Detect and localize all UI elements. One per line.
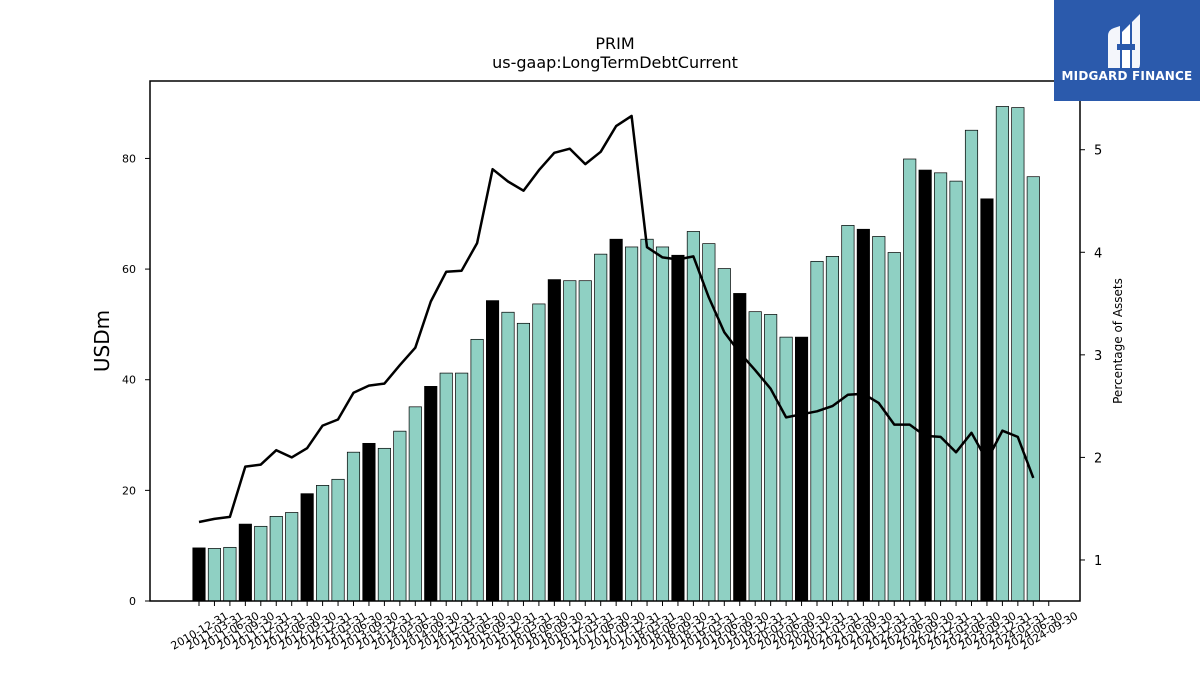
bar (1026, 176, 1040, 602)
y-tick-label: 0 (129, 595, 136, 608)
bar (841, 225, 855, 602)
bar (594, 253, 608, 602)
bar (547, 279, 561, 602)
y2-tick-label: 2 (1094, 451, 1102, 466)
pct-assets-line (198, 114, 1035, 524)
bar (995, 106, 1009, 602)
bar (733, 293, 747, 602)
bar (300, 493, 314, 602)
bar (779, 336, 793, 602)
bar (794, 336, 809, 602)
bar (934, 172, 948, 602)
bar (563, 280, 577, 602)
bar (856, 228, 870, 602)
bar (501, 311, 515, 602)
bar (377, 447, 391, 602)
bar (671, 254, 685, 602)
chart-subtitle: us-gaap:LongTermDebtCurrent (492, 53, 738, 72)
bar (903, 158, 917, 602)
x-axis: 2010-12-312011-03-312011-06-302011-09-30… (169, 601, 1080, 653)
bar (238, 523, 252, 602)
bar (455, 372, 469, 602)
bar (470, 338, 484, 602)
plot-frame (149, 80, 1081, 602)
bar (207, 548, 221, 602)
bar (192, 547, 206, 602)
bar (486, 300, 500, 602)
bar (980, 198, 994, 602)
bar (285, 512, 299, 602)
bar (439, 372, 453, 602)
bar (269, 516, 283, 602)
y-tick-label: 20 (122, 484, 136, 497)
brand-name: MIDGARD FINANCE (1061, 69, 1193, 83)
bar (887, 252, 901, 602)
bar (316, 485, 330, 602)
bar (393, 430, 407, 602)
y2-tick-label: 5 (1094, 144, 1102, 159)
bars-layer (192, 106, 1040, 602)
bar (1011, 107, 1025, 602)
bar (810, 260, 824, 602)
bar (748, 311, 762, 602)
y2-tick-label: 3 (1094, 349, 1102, 364)
bar (254, 525, 268, 602)
bar (949, 180, 963, 602)
y-tick-label: 80 (122, 152, 136, 165)
bar (686, 231, 700, 602)
chart-title: PRIM (595, 34, 634, 53)
bar (424, 386, 438, 602)
bar (625, 246, 639, 602)
line-layer (198, 114, 1035, 524)
bar (640, 238, 654, 602)
brand-logo: MIDGARD FINANCE (1054, 0, 1200, 101)
bar (609, 238, 623, 602)
bar (964, 129, 979, 602)
bar (825, 256, 839, 602)
y2-axis-label: Percentage of Assets (1111, 278, 1125, 404)
bar (346, 451, 361, 602)
bar (764, 314, 778, 602)
bar (408, 406, 422, 602)
midgard-logo-icon (1108, 14, 1140, 68)
y-axis-left: 0 20 40 60 80 (122, 152, 150, 608)
bar (362, 442, 376, 602)
y-axis-right: 1 2 3 4 5 (1080, 144, 1102, 569)
bar (532, 303, 546, 602)
y-axis-label: USDm (90, 310, 114, 372)
y-tick-label: 60 (122, 263, 136, 276)
bar (655, 246, 670, 602)
bar (872, 236, 886, 602)
bar (578, 280, 592, 602)
bar (223, 546, 237, 602)
y2-tick-label: 4 (1094, 246, 1102, 261)
bar (516, 322, 530, 602)
bar (717, 268, 731, 602)
bar (331, 478, 345, 602)
y-tick-label: 40 (122, 374, 136, 387)
y2-tick-label: 1 (1094, 554, 1102, 569)
bar (918, 169, 932, 602)
